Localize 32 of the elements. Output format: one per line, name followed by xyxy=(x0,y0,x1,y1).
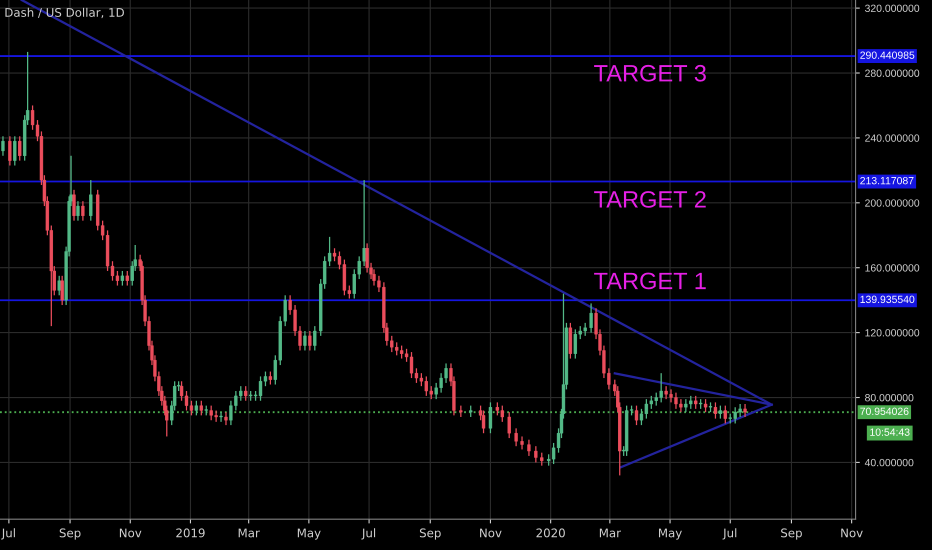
x-tick-label: Nov xyxy=(480,528,502,538)
y-tick-label: 240.000000 xyxy=(865,134,920,142)
x-tick-label: 2019 xyxy=(176,528,205,538)
x-tick-label: Sep xyxy=(420,528,441,540)
y-tick-label: 40.000000 xyxy=(864,458,914,466)
y-tick-label: 320.000000 xyxy=(865,4,920,12)
y-tick-label: 160.000000 xyxy=(865,264,920,272)
x-tick-label: Sep xyxy=(60,528,81,540)
ref-line-label: 213.117087 xyxy=(860,176,914,184)
ref-line-label: 70.954026 xyxy=(860,408,909,415)
x-tick-label: Mar xyxy=(600,528,621,538)
x-tick-label: Sep xyxy=(781,528,802,540)
ref-line-label: 290.440985 xyxy=(860,51,914,59)
annotation: TARGET 1 xyxy=(594,272,706,290)
x-tick-label: Jul xyxy=(361,528,376,540)
y-tick-label: 80.000000 xyxy=(865,394,914,402)
text: Dash / US Dollar, 1D xyxy=(5,8,124,18)
x-tick-label: Nov xyxy=(841,528,863,538)
annotation: TARGET 3 xyxy=(594,64,706,82)
x-tick-label: Jul xyxy=(1,528,15,540)
y-tick-label: 200.000000 xyxy=(865,199,920,207)
x-tick-label: May xyxy=(298,528,321,540)
ref-line-label: 139.935540 xyxy=(860,296,914,304)
x-tick-label: Mar xyxy=(238,528,260,538)
annotation: TARGET 2 xyxy=(594,191,706,208)
text: 10:54:43 xyxy=(870,428,910,436)
x-tick-label: May xyxy=(659,528,682,540)
y-tick-label: 120.000000 xyxy=(865,329,920,336)
x-tick-label: Nov xyxy=(120,528,142,538)
y-tick-label: 280.000000 xyxy=(865,70,920,77)
x-tick-label: 2020 xyxy=(536,528,565,538)
x-tick-label: Jul xyxy=(722,528,736,540)
